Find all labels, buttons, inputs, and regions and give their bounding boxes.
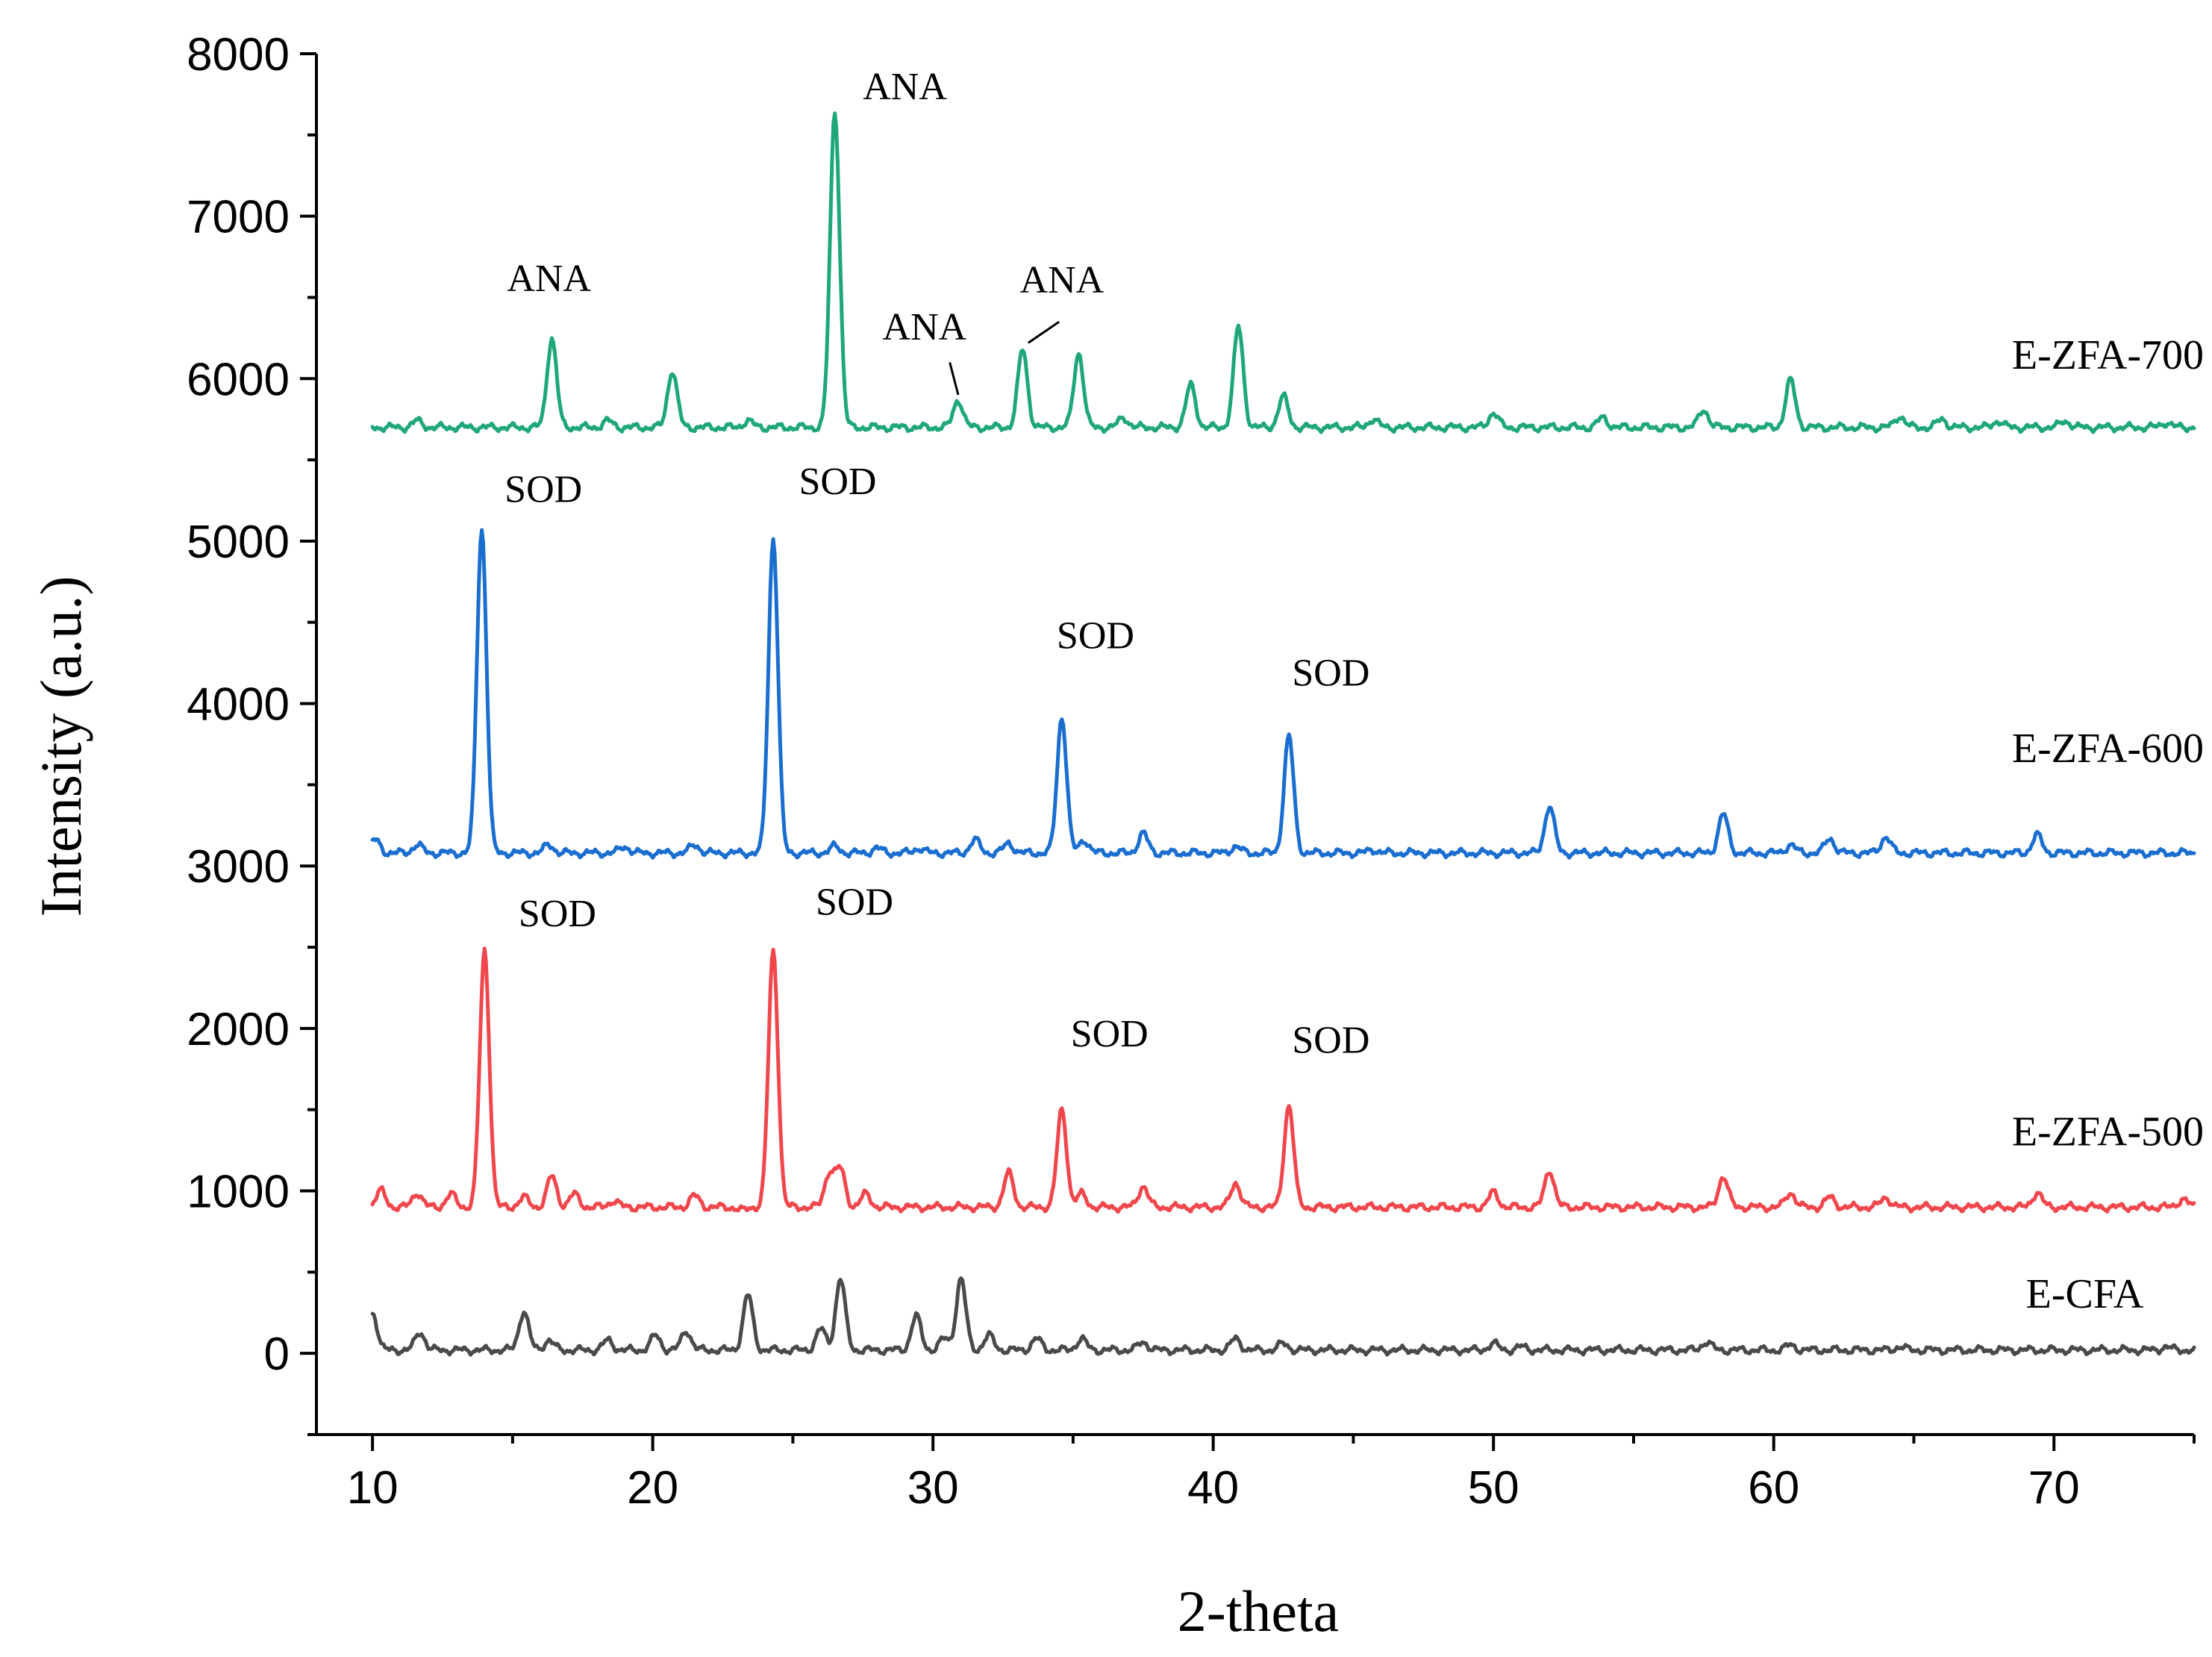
x-tick-label: 60 [1748, 1462, 1799, 1514]
y-tick-label: 7000 [187, 192, 290, 243]
y-axis-title: Intensity (a.u.) [28, 575, 93, 917]
label-layer: E-CFA E-ZFA-500 E-ZFA-600 E-ZFA-700 ANA ANA AN… [504, 66, 2204, 1317]
peak-annotation: SOD [1071, 1013, 1149, 1055]
series-line-e-cfa [370, 1276, 2196, 1357]
peak-annotation: ANA [863, 66, 947, 108]
series-line-e-zfa-500 [370, 946, 2196, 1214]
x-tick-label: 30 [907, 1462, 959, 1514]
peak-annotation: SOD [799, 461, 876, 503]
y-tick-label: 4000 [187, 679, 290, 731]
y-tick-label: 0 [264, 1329, 290, 1380]
y-tick-label: 2000 [187, 1004, 290, 1055]
annotation-leader-line [1027, 320, 1060, 344]
x-tick-label: 10 [347, 1462, 399, 1514]
y-tick-label: 6000 [187, 354, 290, 405]
peak-annotation: ANA [1020, 259, 1105, 302]
peak-annotation: ANA [507, 258, 591, 300]
annotation-leader-line [949, 362, 960, 396]
x-tick-label: 40 [1187, 1462, 1239, 1514]
x-tick-label: 70 [2028, 1462, 2080, 1514]
peak-annotation: SOD [1057, 615, 1134, 658]
series-line-e-zfa-700 [370, 111, 2196, 434]
x-axis-title: 2-theta [1178, 1579, 1340, 1644]
y-tick-label: 5000 [187, 517, 290, 568]
peak-annotation: SOD [1292, 1020, 1369, 1062]
series-line-e-zfa-600 [370, 528, 2196, 860]
series-label: E-ZFA-600 [2012, 725, 2204, 772]
peak-annotation: ANA [883, 306, 967, 349]
peak-annotation: SOD [1292, 652, 1369, 695]
axes: 0 1000 2000 3000 4000 5000 6000 7000 8000 10 20 30 4… [187, 29, 2196, 1514]
peak-annotation: SOD [519, 893, 596, 935]
series-label: E-ZFA-500 [2012, 1109, 2204, 1155]
x-tick-label: 50 [1468, 1462, 1519, 1514]
peak-annotation: SOD [504, 469, 582, 511]
y-tick-label: 1000 [187, 1167, 290, 1218]
y-tick-label: 8000 [187, 29, 290, 81]
y-tick-label: 3000 [187, 841, 290, 893]
series-label: E-ZFA-700 [2012, 332, 2204, 378]
x-tick-label: 20 [627, 1462, 678, 1514]
series-label: E-CFA [2026, 1271, 2144, 1317]
peak-annotation: SOD [816, 881, 893, 924]
series-layer [370, 111, 2196, 1357]
